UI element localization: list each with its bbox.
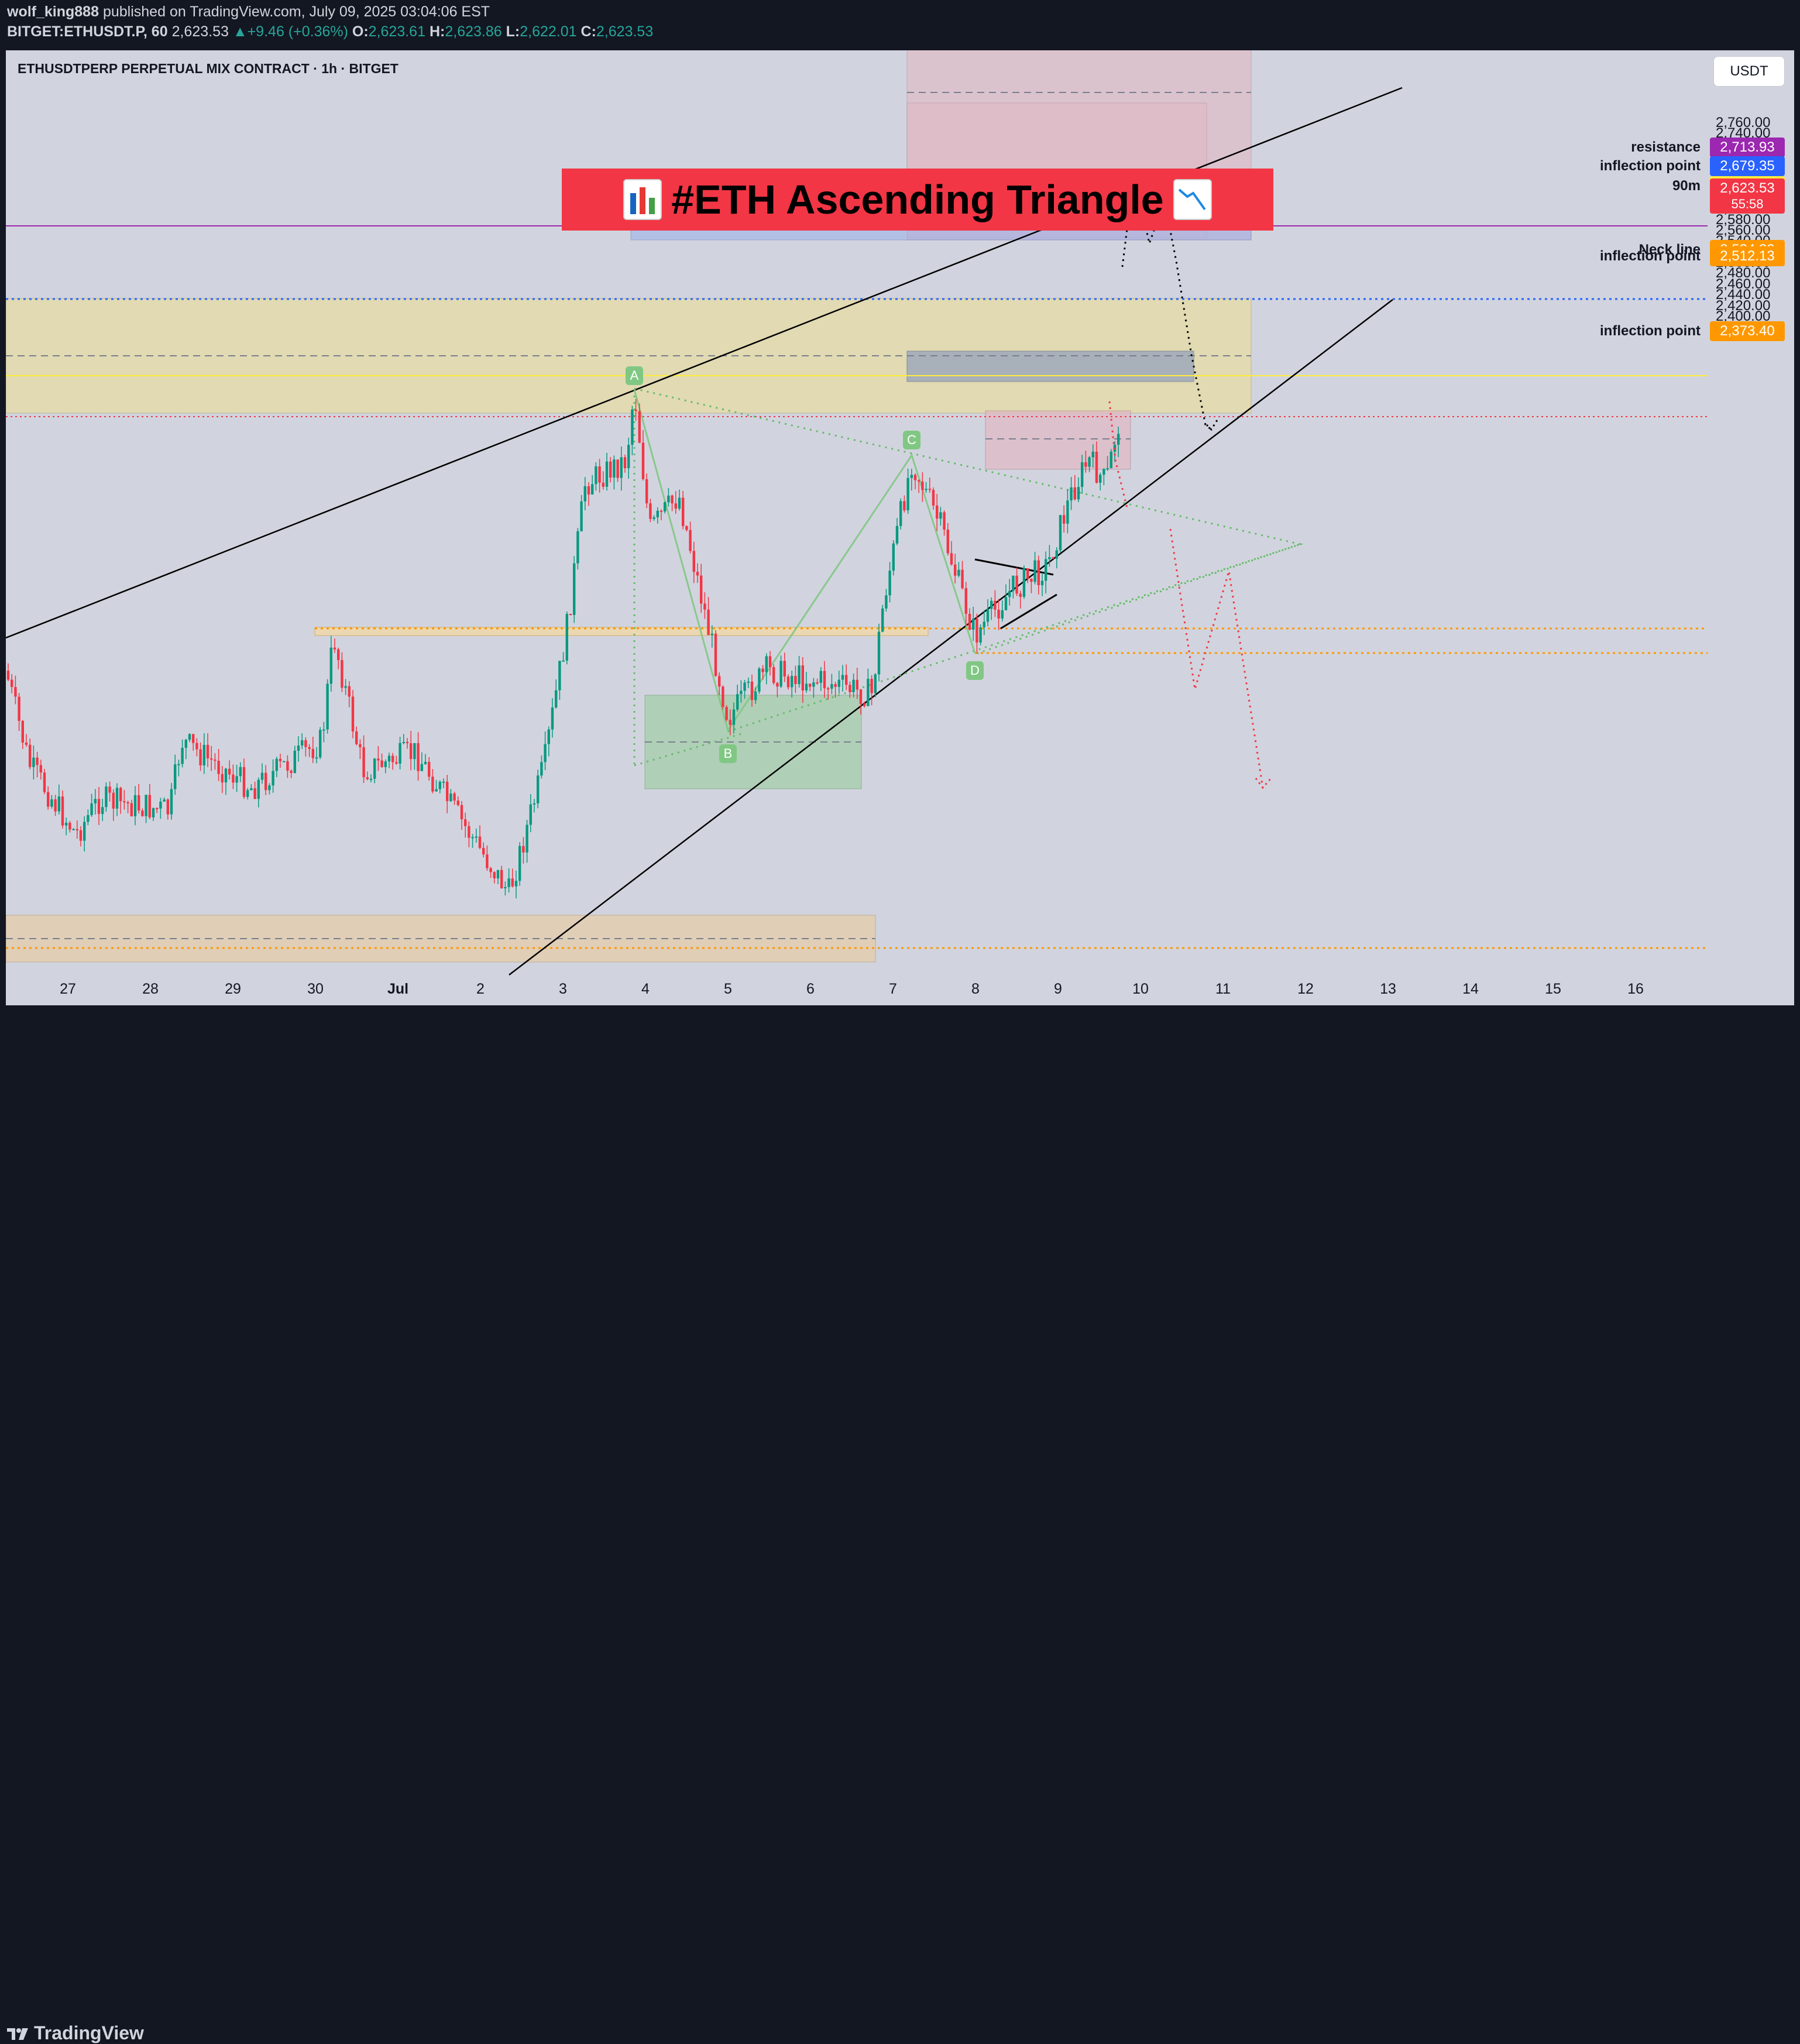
time-tick: 2 bbox=[476, 981, 485, 997]
level-label: Neck line bbox=[1638, 241, 1701, 257]
time-tick: 28 bbox=[142, 981, 159, 997]
badge-value: 2,623.53 bbox=[1720, 180, 1775, 197]
price-badge[interactable]: 2,713.93 bbox=[1710, 138, 1785, 158]
time-tick: 12 bbox=[1297, 981, 1314, 997]
time-tick: 27 bbox=[60, 981, 76, 997]
time-tick: 11 bbox=[1215, 981, 1231, 997]
time-tick: 7 bbox=[889, 981, 897, 997]
last-price: 2,623.53 bbox=[171, 23, 229, 40]
symbol-line: BITGET:ETHUSDT.P, 60 bbox=[7, 23, 168, 40]
time-tick: 10 bbox=[1132, 981, 1149, 997]
level-label: inflection point bbox=[1600, 158, 1701, 174]
banner-text: #ETH Ascending Triangle bbox=[671, 177, 1164, 222]
author-name[interactable]: wolf_king888 bbox=[7, 4, 99, 20]
time-tick: 30 bbox=[307, 981, 324, 997]
time-tick: 8 bbox=[971, 981, 980, 997]
level-label: 90m bbox=[1672, 177, 1701, 194]
time-tick: Jul bbox=[387, 981, 409, 997]
low-value: 2,622.01 bbox=[520, 23, 577, 40]
symbol-title[interactable]: ETHUSDTPERP PERPETUAL MIX CONTRACT · 1h … bbox=[18, 61, 399, 76]
point-label-a: A bbox=[626, 366, 643, 385]
time-tick: 9 bbox=[1054, 981, 1062, 997]
badge-value: 2,512.13 bbox=[1720, 248, 1775, 264]
price-tick: 2,440.00 bbox=[1716, 287, 1771, 303]
price-change: ▲+9.46 (+0.36%) bbox=[232, 23, 348, 40]
point-label-c: C bbox=[903, 431, 920, 449]
bar-chart-icon bbox=[623, 179, 662, 220]
idea-title-banner: #ETH Ascending Triangle bbox=[562, 169, 1273, 231]
price-badge[interactable]: 2,623.53 55:58 bbox=[1710, 178, 1785, 214]
close-value: 2,623.53 bbox=[596, 23, 654, 40]
price-tick: 2,480.00 bbox=[1716, 265, 1771, 281]
time-tick: 3 bbox=[559, 981, 567, 997]
price-tick: 2,460.00 bbox=[1716, 276, 1771, 292]
footer-bar: TradingView bbox=[0, 1005, 1800, 2043]
open-value: 2,623.61 bbox=[368, 23, 425, 40]
time-tick: 15 bbox=[1545, 981, 1561, 997]
badge-value: 2,713.93 bbox=[1720, 139, 1775, 156]
brand-text: TradingView bbox=[34, 2022, 144, 2043]
currency-selector[interactable]: USDT bbox=[1713, 56, 1785, 87]
high-value: 2,623.86 bbox=[445, 23, 502, 40]
time-tick: 5 bbox=[724, 981, 732, 997]
point-label-d: D bbox=[966, 661, 984, 680]
time-tick: 29 bbox=[225, 981, 241, 997]
chart-canvas[interactable]: ETHUSDTPERP PERPETUAL MIX CONTRACT · 1h … bbox=[6, 50, 1708, 1005]
time-tick: 4 bbox=[641, 981, 650, 997]
tradingview-logo[interactable]: TradingView bbox=[6, 2022, 144, 2044]
price-tick: 2,560.00 bbox=[1716, 222, 1771, 238]
header-bar: wolf_king888 published on TradingView.co… bbox=[0, 0, 1800, 49]
chart-decreasing-icon bbox=[1173, 179, 1212, 220]
publish-date: published on TradingView.com, July 09, 2… bbox=[102, 4, 490, 20]
price-badge[interactable]: 2,679.35 bbox=[1710, 156, 1785, 177]
order-block-pink bbox=[985, 410, 1131, 470]
price-candles bbox=[6, 399, 1120, 899]
price-tick: 2,580.00 bbox=[1716, 211, 1771, 228]
level-label: inflection point bbox=[1600, 322, 1701, 339]
high-label: H: bbox=[429, 23, 445, 40]
price-tick: 2,760.00 bbox=[1716, 115, 1771, 130]
level-label: inflection point bbox=[1600, 248, 1701, 264]
price-badge[interactable]: 2,373.40 bbox=[1710, 321, 1785, 341]
ohlc-info: BITGET:ETHUSDT.P, 60 2,623.53 ▲+9.46 (+0… bbox=[7, 23, 653, 40]
badge-value: 2,679.35 bbox=[1720, 158, 1775, 174]
time-tick: 16 bbox=[1627, 981, 1644, 997]
badge-value: 2,373.40 bbox=[1720, 322, 1775, 339]
tradingview-icon bbox=[7, 2028, 28, 2040]
price-badge[interactable]: 2,512.13 bbox=[1710, 246, 1785, 266]
time-tick: 13 bbox=[1380, 981, 1396, 997]
time-tick: 6 bbox=[806, 981, 815, 997]
lower-trendline bbox=[509, 299, 1393, 975]
time-tick: 14 bbox=[1462, 981, 1479, 997]
bar-countdown: 55:58 bbox=[1731, 197, 1764, 212]
close-label: C: bbox=[580, 23, 596, 40]
publish-info: wolf_king888 published on TradingView.co… bbox=[7, 4, 490, 20]
price-tick: 2,420.00 bbox=[1716, 297, 1771, 314]
open-label: O: bbox=[352, 23, 369, 40]
level-label: resistance bbox=[1631, 139, 1701, 156]
point-label-b: B bbox=[719, 744, 737, 763]
low-label: L: bbox=[506, 23, 520, 40]
